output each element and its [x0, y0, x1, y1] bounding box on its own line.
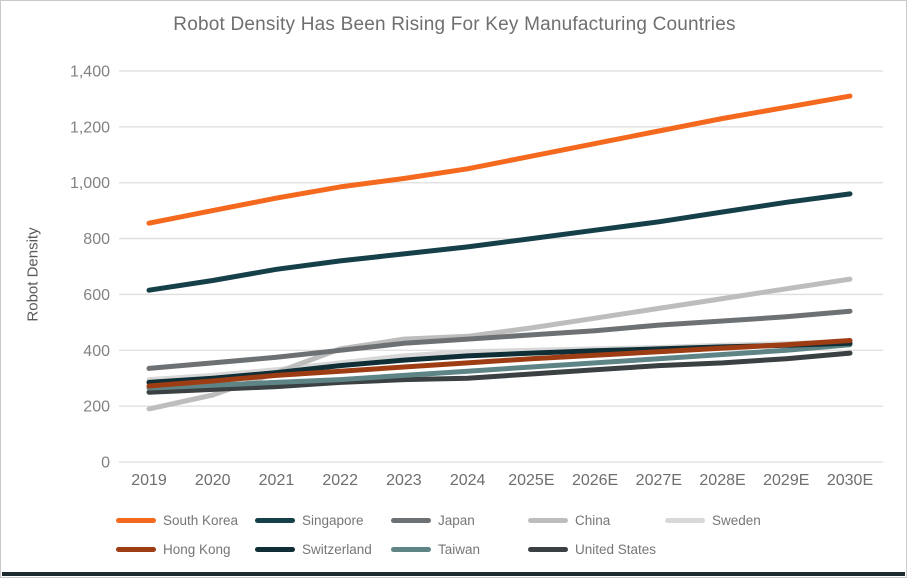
x-tick-label: 2020 [195, 472, 231, 489]
bottom-accent-bar [2, 572, 905, 576]
y-tick-label: 600 [83, 287, 110, 304]
x-tick-label: 2026E [572, 472, 618, 489]
legend-swatch-united-states [528, 546, 568, 552]
series-line-japan [146, 308, 853, 371]
legend-swatch-singapore [255, 517, 295, 523]
series-line-united-states [146, 350, 853, 395]
legend-item-japan: Japan [391, 510, 528, 530]
legend-item-united-states: United States [528, 539, 665, 559]
y-tick-label: 200 [83, 399, 110, 416]
line-chart-canvas: 0 200 400 600 800 1,000 1,200 1,400 2019 2020 2021… [70, 64, 883, 489]
legend-item-singapore: Singapore [255, 510, 391, 530]
x-tick-label: 2022 [322, 472, 358, 489]
legend-swatch-china [528, 517, 568, 523]
legend-swatch-south-korea [116, 517, 156, 523]
legend-label: United States [575, 541, 657, 557]
legend-label: Singapore [302, 512, 364, 528]
legend-item-south-korea: South Korea [116, 510, 255, 530]
legend-label: Japan [438, 512, 475, 528]
y-tick-label: 1,400 [70, 64, 110, 81]
y-tick-label: 1,200 [70, 119, 110, 136]
series-line-singapore [146, 191, 853, 293]
legend-swatch-japan [391, 517, 431, 523]
legend-label: Hong Kong [163, 541, 231, 557]
legend-label: Sweden [712, 512, 761, 528]
y-tick-label: 400 [83, 343, 110, 360]
y-tick-label: 800 [83, 231, 110, 248]
legend-label: South Korea [163, 512, 239, 528]
series-line-hong-kong [146, 338, 853, 389]
legend-label: Switzerland [302, 541, 372, 557]
series-line-taiwan [146, 342, 853, 391]
legend-swatch-switzerland [255, 546, 295, 552]
x-tick-label: 2027E [636, 472, 682, 489]
x-tick-label: 2021 [259, 472, 295, 489]
x-tick-label: 2024 [450, 472, 486, 489]
x-tick-label: 2029E [763, 472, 809, 489]
legend-item-china: China [528, 510, 665, 530]
legend-swatch-taiwan [391, 546, 431, 552]
legend-swatch-sweden [665, 517, 705, 523]
x-tick-label: 2025E [508, 472, 554, 489]
legend-label: Taiwan [438, 541, 481, 557]
legend-item-sweden: Sweden [665, 510, 856, 530]
x-tick-label: 2030E [827, 472, 873, 489]
legend-item-taiwan: Taiwan [391, 539, 528, 559]
y-tick-label: 0 [101, 455, 110, 472]
y-tick-label: 1,000 [70, 175, 110, 192]
x-tick-label: 2019 [131, 472, 167, 489]
legend-item-hong-kong: Hong Kong [116, 539, 255, 559]
series-line-south-korea [146, 93, 853, 226]
legend-label: China [575, 512, 611, 528]
legend-item-switzerland: Switzerland [255, 539, 391, 559]
chart-title: Robot Density Has Been Rising For Key Ma… [173, 14, 736, 35]
chart-legend: South Korea Singapore Japan China Sweden Hong… [116, 510, 856, 559]
x-tick-label: 2028E [699, 472, 745, 489]
legend-swatch-hong-kong [116, 546, 156, 552]
x-tick-label: 2023 [386, 472, 422, 489]
